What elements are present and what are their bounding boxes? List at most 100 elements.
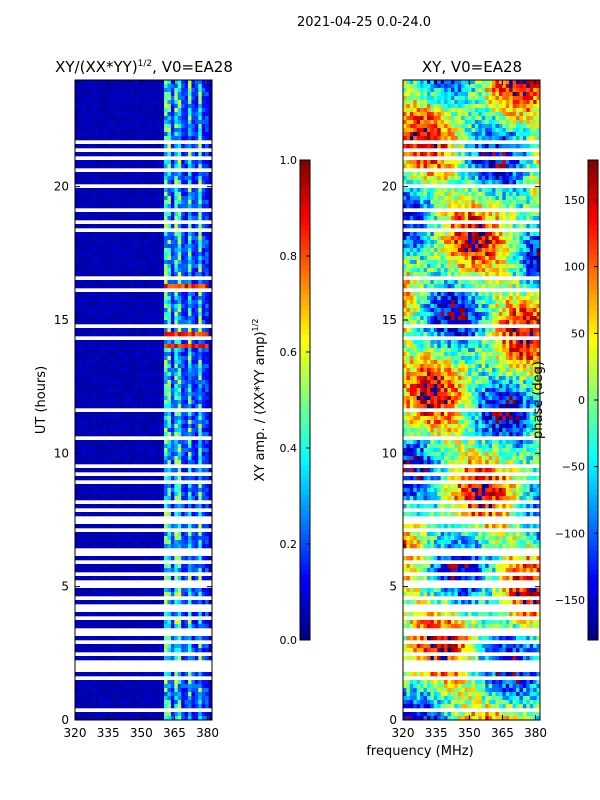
amplitude-cell: [78, 352, 83, 357]
amplitude-cell: [164, 412, 168, 417]
amplitude-cell: [92, 384, 96, 389]
amplitude-cell: [88, 448, 93, 453]
amplitude-cell: [146, 716, 151, 721]
amplitude-cell: [140, 264, 144, 269]
amplitude-cell: [140, 384, 144, 389]
amplitude-cell: [109, 420, 113, 425]
amplitude-cell: [188, 368, 192, 373]
amplitude-cell: [122, 644, 127, 649]
amplitude-cell: [184, 452, 189, 457]
amplitude-cell: [153, 396, 158, 401]
amplitude-cell: [75, 240, 79, 245]
amplitude-cell: [146, 504, 151, 509]
amplitude-cell: [95, 416, 100, 421]
amplitude-cell: [208, 116, 213, 121]
amplitude-cell: [191, 320, 196, 325]
amplitude-cell: [205, 84, 209, 89]
amplitude-cell: [167, 308, 172, 313]
amplitude-cell: [140, 328, 144, 333]
amplitude-cell: [119, 404, 124, 409]
amplitude-cell: [85, 312, 89, 317]
amplitude-cell: [95, 372, 100, 377]
amplitude-cell: [116, 376, 120, 381]
amplitude-cell: [78, 316, 83, 321]
amplitude-cell: [78, 556, 83, 561]
amplitude-cell: [201, 144, 206, 149]
amplitude-cell: [198, 88, 203, 93]
amplitude-cell: [150, 92, 155, 97]
phase-cell: [464, 80, 469, 85]
amplitude-cell: [85, 392, 89, 397]
amplitude-cell: [92, 400, 96, 405]
amplitude-cell: [160, 92, 165, 97]
amplitude-cell: [177, 352, 182, 357]
amplitude-cell: [98, 120, 103, 125]
amplitude-cell: [109, 636, 113, 641]
amplitude-cell: [85, 188, 89, 193]
amplitude-cell: [201, 600, 206, 605]
amplitude-cell: [208, 308, 213, 313]
amplitude-cell: [177, 424, 182, 429]
amplitude-cell: [126, 512, 131, 517]
amplitude-cell: [177, 624, 182, 629]
amplitude-cell: [157, 348, 161, 353]
amplitude-cell: [133, 308, 137, 313]
amplitude-cell: [136, 568, 141, 573]
amplitude-cell: [188, 84, 192, 89]
amplitude-cell: [181, 88, 185, 93]
amplitude-cell: [164, 688, 168, 693]
amplitude-cell: [119, 264, 124, 269]
amplitude-cell: [136, 216, 141, 221]
amplitude-cell: [181, 448, 185, 453]
amplitude-cell: [95, 196, 100, 201]
amplitude-cell: [126, 136, 131, 141]
amplitude-cell: [188, 300, 192, 305]
amplitude-cell: [201, 484, 206, 489]
colorbar-segment: [300, 380, 310, 386]
amplitude-cell: [95, 392, 100, 397]
amplitude-cell: [174, 452, 179, 457]
amplitude-cell: [184, 112, 189, 117]
amplitude-cell: [122, 152, 127, 157]
amplitude-cell: [184, 196, 189, 201]
amplitude-cell: [191, 440, 196, 445]
amplitude-cell: [98, 456, 103, 461]
amplitude-cell: [184, 88, 189, 93]
amplitude-cell: [95, 252, 100, 257]
amplitude-cell: [188, 576, 192, 581]
amplitude-cell: [184, 124, 189, 129]
amplitude-cell: [157, 476, 161, 481]
amplitude-cell: [198, 636, 203, 641]
amplitude-cell: [112, 108, 117, 113]
colorbar-segment: [300, 330, 310, 336]
amplitude-cell: [181, 540, 185, 545]
amplitude-cell: [81, 268, 86, 273]
amplitude-cell: [105, 384, 110, 389]
amplitude-cell: [167, 484, 172, 489]
amplitude-cell: [102, 132, 107, 137]
amplitude-cell: [170, 512, 175, 517]
amplitude-cell: [170, 400, 175, 405]
amplitude-cell: [75, 704, 79, 709]
amplitude-cell: [143, 376, 148, 381]
amplitude-cell: [208, 644, 213, 649]
amplitude-cell: [112, 440, 117, 445]
amplitude-cell: [81, 216, 86, 221]
amplitude-cell: [194, 440, 199, 445]
amplitude-cell: [102, 568, 107, 573]
amplitude-cell: [75, 688, 79, 693]
amplitude-cell: [170, 248, 175, 253]
amplitude-cell: [188, 312, 192, 317]
amplitude-cell: [140, 444, 144, 449]
amplitude-cell: [188, 492, 192, 497]
phase-cell: [509, 80, 513, 85]
amplitude-cell: [170, 396, 175, 401]
amplitude-cell: [75, 92, 79, 97]
amplitude-cell: [112, 452, 117, 457]
amplitude-cell: [122, 344, 127, 349]
amplitude-cell: [143, 112, 148, 117]
amplitude-cell: [126, 320, 131, 325]
amplitude-cell: [194, 380, 199, 385]
amplitude-cell: [181, 312, 185, 317]
amplitude-cell: [184, 212, 189, 217]
